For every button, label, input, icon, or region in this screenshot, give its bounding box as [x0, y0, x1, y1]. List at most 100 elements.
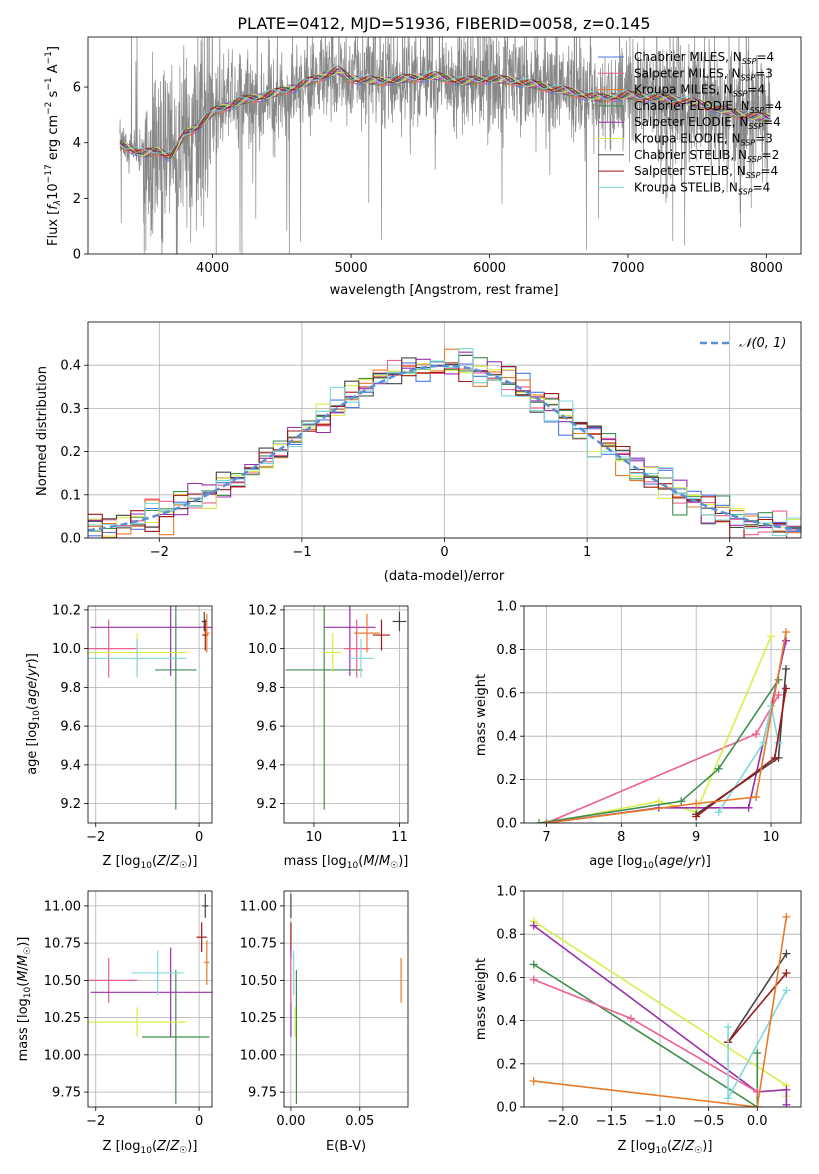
plus-marker [770, 753, 779, 762]
spectrum-xlabel: wavelength [Angstrom, rest frame] [330, 283, 559, 298]
plus-marker [782, 1085, 791, 1094]
plus-marker [714, 808, 723, 817]
plus-marker [767, 701, 776, 710]
x-tick-label: 2 [726, 545, 734, 560]
weight-vs-metallicity-panel: −2.0 −1.5 −1.0 −0.5 0.0 0.0 0.2 0.4 0.6 0.8 1.0 [496, 885, 802, 1129]
plus-marker [692, 799, 701, 808]
y-tick-label: 9.75 [52, 1086, 81, 1101]
plus-marker [753, 1049, 762, 1057]
y-tick-label: 0.8 [496, 643, 517, 658]
model-line [119, 67, 771, 159]
weight-series-line [538, 679, 780, 823]
plus-marker [529, 921, 538, 930]
weight-vs-age-panel: 7 8 9 10 0.0 0.2 0.4 0.6 0.8 1.0 [496, 600, 802, 845]
age-ylabel: age [log10(age/yr)] [25, 653, 42, 775]
y-tick-label: 9.6 [60, 720, 81, 735]
mass-vs-extinction-panel: 0.00 0.05 9.75 10.00 10.25 10.50 10.75 11.00 [240, 890, 409, 1129]
axes-frame [283, 605, 409, 824]
plus-marker [782, 986, 791, 995]
plot-area [119, 37, 771, 254]
x-tick-label: 10 [306, 830, 323, 845]
y-tick-label: 10.0 [52, 642, 81, 657]
x-tick-label: 0 [195, 830, 203, 845]
legend-entry: Salpeter MILES, NSSP=3 [634, 66, 773, 82]
age-mass-xlabel: mass [log10(M/M☉)] [284, 854, 409, 871]
y-tick-label: 10.50 [44, 974, 81, 989]
plus-marker [752, 730, 761, 739]
y-tick-label: 10.00 [240, 1048, 277, 1063]
y-tick-label: 4 [73, 136, 81, 151]
x-tick-label: 8000 [750, 261, 783, 276]
y-tick-label: 10.75 [44, 937, 81, 952]
legend-entry: Salpeter STELIB, NSSP=4 [634, 164, 778, 180]
x-tick-label: 6000 [473, 261, 506, 276]
y-tick-label: 0.2 [496, 1057, 517, 1072]
plot-area [88, 606, 212, 810]
plus-marker [529, 1077, 538, 1086]
model-line [119, 71, 771, 158]
plus-marker [724, 1094, 733, 1103]
x-tick-label: 7 [542, 830, 550, 845]
plus-marker [529, 960, 538, 969]
y-tick-label: 0.4 [496, 1014, 517, 1029]
y-tick-label: 9.4 [60, 758, 81, 773]
y-tick-label: 1.0 [496, 600, 517, 615]
y-tick-label: 0.0 [496, 817, 517, 832]
histogram-step [88, 348, 801, 537]
figure-title: PLATE=0412, MJD=51936, FIBERID=0058, z=0… [237, 14, 650, 33]
legend-entry: 𝒩(0, 1) [739, 336, 786, 351]
x-tick-label: 1 [583, 545, 591, 560]
mass-ebv-xlabel: E(B-V) [326, 1139, 366, 1154]
axes-frame [283, 890, 409, 1108]
plus-marker [753, 1103, 762, 1107]
legend-entry: Kroupa MILES, NSSP=4 [634, 83, 765, 99]
plus-marker [534, 819, 543, 823]
legend-entry: Chabrier MILES, NSSP=4 [634, 50, 774, 66]
x-tick-label: 9 [692, 830, 700, 845]
y-tick-label: 2 [73, 192, 81, 207]
y-tick-label: 10.25 [44, 1011, 81, 1026]
legend-entry: Chabrier STELIB, NSSP=2 [634, 148, 779, 164]
weight-series-line [717, 705, 780, 813]
y-tick-label: 0.4 [60, 359, 81, 374]
residuals-xlabel: (data-model)/error [384, 569, 505, 584]
axes-frame [87, 605, 213, 824]
weight-series-line [546, 631, 787, 823]
plus-marker [782, 912, 791, 921]
mass-ylabel: mass [log10(M/M☉)] [16, 937, 33, 1062]
y-tick-label: 0.1 [60, 488, 81, 503]
y-tick-label: 9.4 [256, 758, 277, 773]
plus-marker [782, 949, 791, 958]
plot-area [534, 628, 791, 823]
weight-z-ylabel: mass weight [474, 958, 489, 1040]
x-tick-label: 0 [195, 1114, 203, 1129]
y-tick-label: 0.6 [496, 686, 517, 701]
y-tick-label: 11.00 [240, 899, 277, 914]
plus-marker [714, 764, 723, 773]
x-tick-label: 0.05 [345, 1114, 374, 1129]
plot-area [290, 893, 402, 1105]
y-tick-label: 0.0 [60, 532, 81, 547]
axes-frame [523, 605, 802, 824]
x-tick-label: 4000 [196, 261, 229, 276]
y-tick-label: 11.00 [44, 899, 81, 914]
residuals-ylabel: Normed distribution [35, 366, 50, 496]
age-z-xlabel: Z [log10(Z/Z☉)] [103, 854, 198, 871]
plus-marker [767, 632, 776, 641]
age-vs-mass-panel: 10 11 9.2 9.4 9.6 9.8 10.0 10.2 [248, 603, 409, 845]
weight-age-ylabel: mass weight [474, 674, 489, 756]
x-tick-label: 7000 [611, 261, 644, 276]
plus-marker [542, 819, 551, 823]
plus-marker [724, 1023, 733, 1032]
y-tick-label: 10.75 [240, 937, 277, 952]
plot-area [88, 893, 212, 1105]
x-tick-label: 0.00 [276, 1114, 305, 1129]
y-tick-label: 9.2 [256, 797, 277, 812]
plus-marker [774, 738, 783, 747]
y-tick-label: 0.0 [496, 1101, 517, 1116]
weight-z-xlabel: Z [log10(Z/Z☉)] [618, 1139, 713, 1156]
y-tick-label: 10.2 [52, 603, 81, 618]
y-tick-label: 9.2 [60, 797, 81, 812]
plus-marker [744, 803, 753, 812]
